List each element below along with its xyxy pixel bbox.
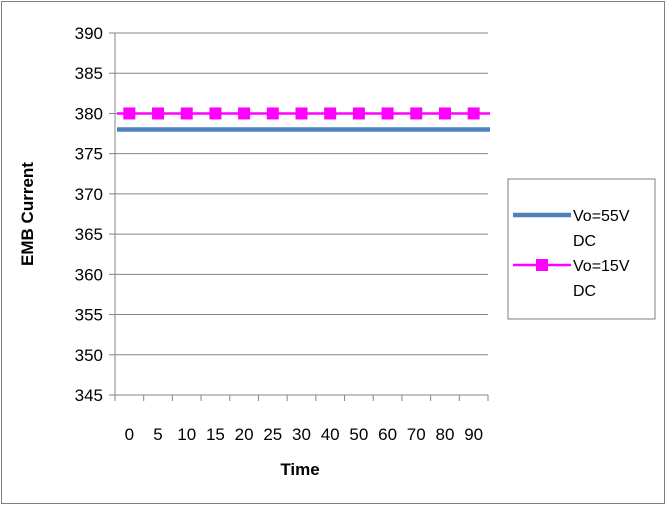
data-point [266,107,279,120]
y-tick-label: 345 [75,386,103,405]
y-tick-label: 380 [75,104,103,123]
y-tick-label: 350 [75,346,103,365]
y-tick-label: 375 [75,145,103,164]
data-point [438,107,451,120]
data-point [238,107,251,120]
x-tick-label: 80 [436,425,455,444]
data-point [381,107,394,120]
data-point [180,107,193,120]
x-tick-label: 70 [407,425,426,444]
x-axis-ticks: 0 5 10 15 20 25 30 40 50 60 70 80 90 [114,395,489,444]
y-tick-label: 390 [75,24,103,43]
x-tick-label: 0 [125,425,134,444]
data-point [152,107,165,120]
y-tick-label: 365 [75,225,103,244]
data-point [410,107,423,120]
y-axis-ticks: 345 350 355 360 365 370 375 380 385 390 [75,24,115,405]
data-point [123,107,136,120]
data-point [209,107,222,120]
gridlines [115,32,488,356]
data-point [352,107,365,120]
x-tick-label: 50 [349,425,368,444]
x-axis-label: Time [280,460,319,479]
y-tick-label: 360 [75,265,103,284]
axes [114,33,488,396]
x-tick-label: 25 [263,425,282,444]
data-point [467,107,480,120]
x-tick-label: 5 [153,425,162,444]
x-tick-label: 90 [464,425,483,444]
x-tick-label: 20 [235,425,254,444]
legend: Vo=55V DC Vo=15V DC [507,178,656,320]
y-tick-label: 370 [75,185,103,204]
x-tick-label: 60 [378,425,397,444]
x-tick-label: 30 [292,425,311,444]
y-tick-label: 355 [75,306,103,325]
y-tick-label: 385 [75,64,103,83]
legend-marker [536,259,548,271]
legend-label: Vo=55V DC [573,208,630,250]
legend-box [507,178,656,320]
y-axis-label: EMB Current [18,162,37,266]
data-point [295,107,308,120]
data-point [324,107,337,120]
series-layer [117,107,490,132]
x-tick-label: 10 [177,425,196,444]
x-tick-label: 15 [206,425,225,444]
x-tick-label: 40 [321,425,340,444]
legend-label: Vo=15V DC [573,258,630,300]
